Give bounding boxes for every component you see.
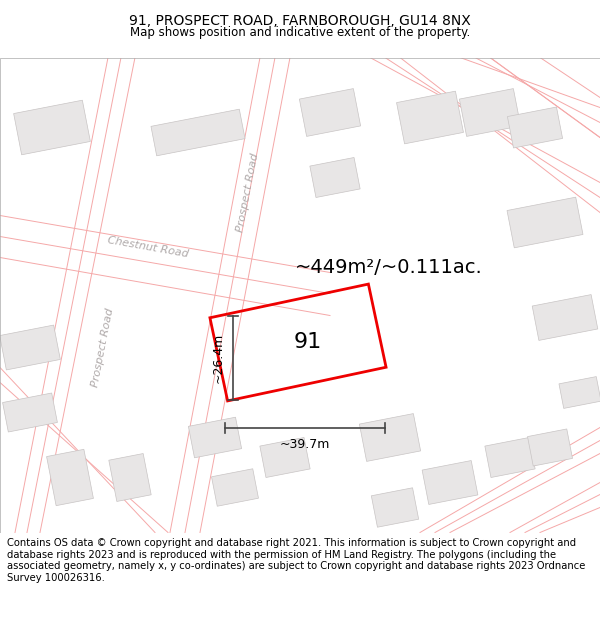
Polygon shape bbox=[510, 468, 600, 532]
Text: ~26.4m: ~26.4m bbox=[212, 332, 225, 382]
Text: 91, PROSPECT ROAD, FARNBOROUGH, GU14 8NX: 91, PROSPECT ROAD, FARNBOROUGH, GU14 8NX bbox=[129, 14, 471, 28]
Polygon shape bbox=[559, 377, 600, 408]
Polygon shape bbox=[371, 488, 419, 528]
Polygon shape bbox=[460, 58, 600, 138]
Polygon shape bbox=[151, 109, 245, 156]
Polygon shape bbox=[2, 393, 58, 432]
Polygon shape bbox=[532, 294, 598, 341]
Text: Map shows position and indicative extent of the property.: Map shows position and indicative extent… bbox=[130, 26, 470, 39]
Polygon shape bbox=[370, 58, 600, 213]
Polygon shape bbox=[485, 438, 535, 478]
Polygon shape bbox=[14, 100, 91, 155]
Polygon shape bbox=[0, 216, 330, 316]
Polygon shape bbox=[507, 197, 583, 248]
Polygon shape bbox=[508, 107, 563, 148]
Polygon shape bbox=[527, 429, 572, 466]
Polygon shape bbox=[15, 58, 135, 532]
Polygon shape bbox=[47, 449, 94, 506]
Polygon shape bbox=[299, 89, 361, 136]
Polygon shape bbox=[170, 58, 290, 532]
Polygon shape bbox=[359, 414, 421, 461]
Polygon shape bbox=[109, 454, 151, 501]
Text: ~39.7m: ~39.7m bbox=[280, 438, 330, 451]
Polygon shape bbox=[310, 158, 360, 198]
Polygon shape bbox=[422, 461, 478, 504]
Text: Prospect Road: Prospect Road bbox=[235, 152, 260, 233]
Text: Chestnut Road: Chestnut Road bbox=[107, 236, 190, 259]
Polygon shape bbox=[0, 368, 155, 532]
Polygon shape bbox=[0, 325, 61, 370]
Text: 91: 91 bbox=[294, 332, 322, 352]
Polygon shape bbox=[260, 438, 310, 478]
Polygon shape bbox=[212, 469, 259, 506]
Text: Contains OS data © Crown copyright and database right 2021. This information is : Contains OS data © Crown copyright and d… bbox=[7, 538, 586, 583]
Polygon shape bbox=[397, 91, 463, 144]
Polygon shape bbox=[188, 418, 242, 457]
Polygon shape bbox=[420, 398, 600, 532]
Text: Prospect Road: Prospect Road bbox=[91, 307, 116, 388]
Polygon shape bbox=[460, 89, 521, 136]
Text: ~449m²/~0.111ac.: ~449m²/~0.111ac. bbox=[295, 258, 483, 277]
